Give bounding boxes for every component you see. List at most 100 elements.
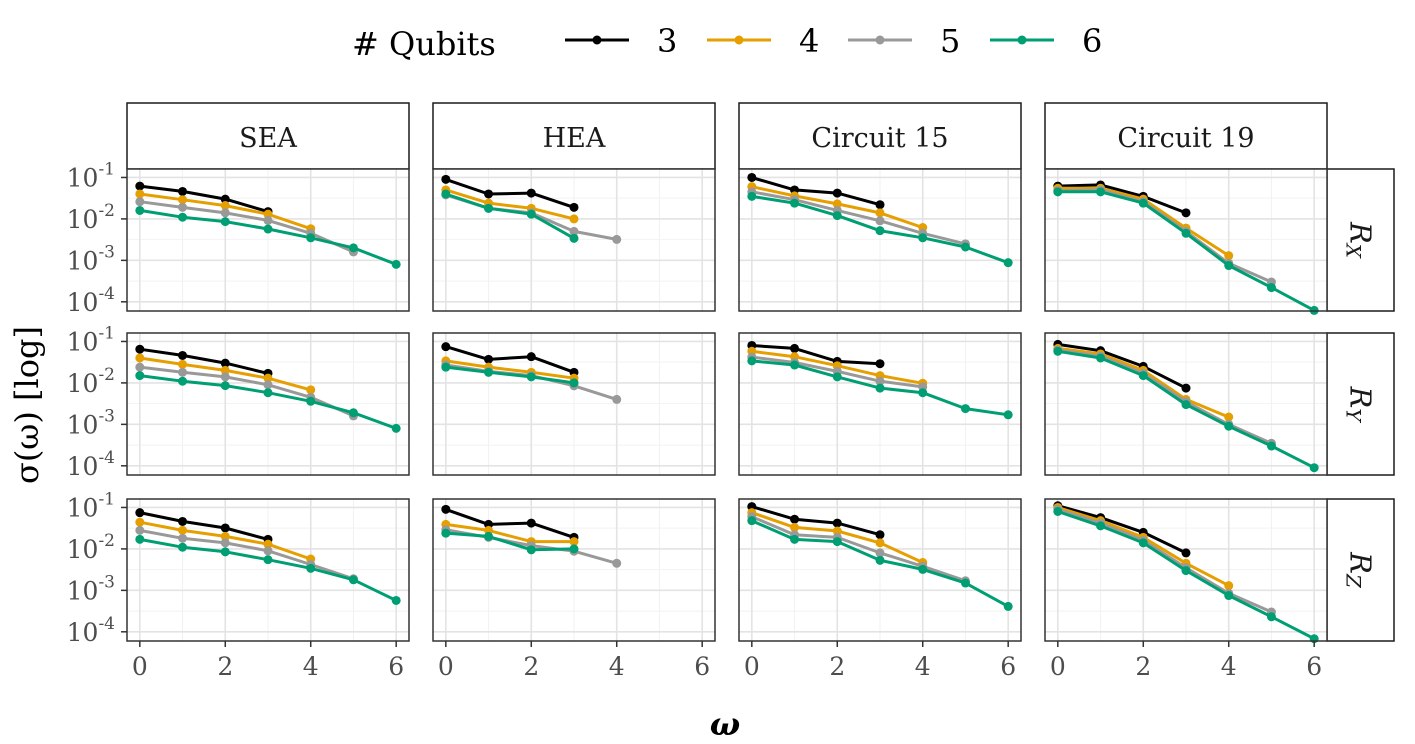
data-point	[484, 189, 494, 199]
series-line	[751, 190, 966, 246]
data-point	[526, 518, 536, 528]
data-point	[875, 226, 885, 236]
data-point	[441, 528, 451, 538]
data-point	[220, 523, 230, 533]
data-point	[960, 404, 970, 414]
data-point	[220, 538, 230, 548]
data-point	[135, 353, 145, 363]
data-point	[569, 226, 579, 236]
panel-border	[738, 168, 1022, 312]
x-tick-label: 0	[132, 652, 148, 681]
data-point	[1181, 208, 1191, 218]
y-tick-label: 10-1	[67, 489, 115, 522]
series-6-qubits	[747, 516, 1013, 611]
series-line	[751, 515, 966, 583]
data-point	[526, 209, 536, 219]
series-3-qubits	[441, 342, 579, 377]
data-point	[1003, 601, 1013, 611]
data-point	[1138, 371, 1148, 381]
data-point	[220, 531, 230, 541]
y-tick-label: 10-1	[67, 323, 115, 356]
data-point	[178, 195, 188, 205]
column-strip-label: Circuit 15	[811, 123, 948, 154]
facet-panels	[126, 168, 1328, 644]
data-point	[1053, 346, 1063, 356]
series-line	[751, 505, 881, 537]
data-point	[135, 205, 145, 215]
panel-r2-c2	[432, 332, 716, 476]
data-point	[790, 514, 800, 524]
panel-border	[1044, 332, 1328, 476]
x-tick-label: 2	[1135, 652, 1151, 681]
data-point	[790, 522, 800, 532]
series-line	[139, 200, 355, 254]
series-6-qubits	[747, 191, 1013, 268]
data-point	[832, 518, 842, 528]
series-3-qubits	[441, 174, 579, 212]
data-point	[348, 408, 358, 418]
strip-box	[432, 102, 716, 170]
series-line	[1057, 504, 1187, 555]
data-point	[1138, 538, 1148, 548]
data-point	[832, 199, 842, 209]
data-point	[526, 352, 536, 362]
data-point	[747, 516, 757, 526]
data-point	[832, 211, 842, 221]
data-point	[391, 595, 401, 605]
series-line	[445, 188, 575, 221]
data-point	[790, 343, 800, 353]
data-point	[790, 198, 800, 208]
y-tick-label: 10-4	[67, 284, 115, 317]
series-6-qubits	[135, 371, 401, 433]
data-point	[1096, 187, 1106, 197]
strip-box	[1326, 498, 1395, 642]
data-point	[832, 188, 842, 198]
column-strip-4: Circuit 19	[1044, 102, 1328, 170]
strip-box	[1326, 332, 1395, 476]
legend-entry-3: 3	[565, 22, 677, 60]
data-point	[135, 525, 145, 535]
data-point	[178, 350, 188, 360]
data-point	[569, 544, 579, 554]
legend: # Qubits 3 4 5 6	[352, 22, 1102, 63]
column-strip-3: Circuit 15	[738, 102, 1022, 170]
data-point	[875, 359, 885, 369]
data-point	[612, 394, 622, 404]
data-point	[875, 555, 885, 565]
series-6-qubits	[441, 362, 579, 388]
column-strip-label: SEA	[239, 123, 297, 154]
x-tick-label: 6	[1000, 652, 1016, 681]
data-point	[918, 564, 928, 574]
series-line	[139, 184, 269, 214]
series-line	[445, 522, 574, 544]
data-point	[220, 201, 230, 211]
data-point	[1224, 251, 1234, 261]
panel-border	[126, 498, 410, 642]
legend-label: 3	[657, 22, 677, 60]
panel-r2-c1	[126, 332, 410, 476]
series-6-qubits	[441, 189, 579, 243]
data-point	[875, 200, 885, 210]
y-tick-label: 10-4	[67, 448, 115, 481]
data-point	[441, 362, 451, 372]
data-point	[178, 367, 188, 377]
row-strip-label: RZ	[1342, 551, 1378, 589]
y-tick-label: 10-2	[67, 365, 115, 398]
data-point	[747, 191, 757, 201]
data-point	[263, 555, 273, 565]
data-point	[178, 533, 188, 543]
x-tick-label: 4	[609, 652, 625, 681]
data-point	[135, 181, 145, 191]
data-point	[875, 208, 885, 218]
data-point	[220, 365, 230, 375]
data-point	[135, 344, 145, 354]
series-6-qubits	[1053, 506, 1319, 644]
x-axis-title: ω	[710, 705, 740, 743]
data-point	[1266, 612, 1276, 622]
data-point	[1224, 261, 1234, 271]
data-point	[790, 360, 800, 370]
y-tick-label: 10-1	[67, 159, 115, 192]
series-4-qubits	[135, 189, 316, 234]
series-3-qubits	[747, 340, 885, 369]
data-point	[178, 516, 188, 526]
